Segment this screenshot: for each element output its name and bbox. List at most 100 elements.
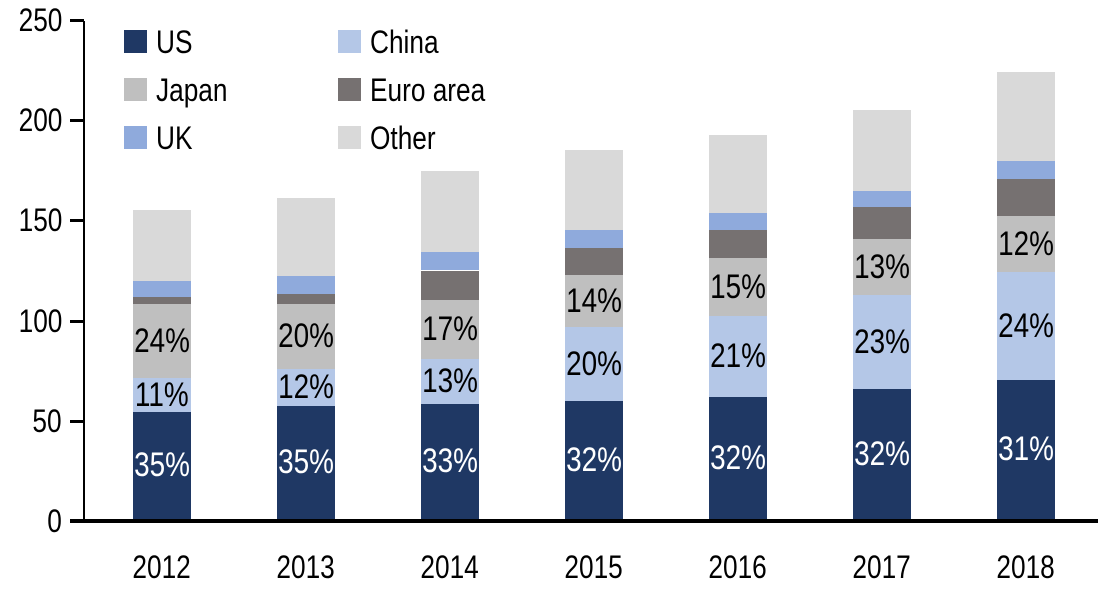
bar-segment-label: 32% — [524, 440, 664, 480]
bar-segment-other — [133, 210, 191, 281]
label-text: 2012 — [132, 549, 192, 585]
bar-segment-other — [709, 135, 767, 214]
bar-segment-label: 31% — [956, 429, 1096, 469]
bar-segment-china — [421, 358, 479, 404]
legend-label: US — [156, 26, 200, 58]
label-text: 2017 — [852, 549, 912, 585]
y-axis-tick — [70, 219, 84, 223]
label-text: US — [156, 24, 193, 60]
bar-segment-japan — [709, 258, 767, 316]
y-axis-tick-label: 250 — [0, 2, 62, 38]
bar-segment-other — [997, 72, 1055, 162]
bar-segment-label: 13% — [380, 361, 520, 401]
y-axis-tick — [70, 119, 84, 123]
legend-label: UK — [156, 122, 200, 154]
bar-segment-label: 20% — [236, 316, 376, 356]
bar-segment-japan — [853, 239, 911, 295]
bar-segment-japan — [997, 216, 1055, 272]
bar-segment-china — [133, 377, 191, 412]
label-text: 12% — [998, 224, 1054, 263]
bar-segment-china — [853, 294, 911, 389]
label-text: 2016 — [708, 549, 768, 585]
label-text: 13% — [422, 362, 478, 401]
y-axis-tick-label: 150 — [0, 202, 62, 238]
label-text: 32% — [854, 434, 910, 473]
label-text: 35% — [134, 446, 190, 485]
label-text: 32% — [710, 438, 766, 477]
x-axis-label-2014: 2014 — [380, 549, 520, 585]
legend-item-china: China — [338, 26, 542, 58]
legend-swatch-icon — [124, 126, 147, 149]
bar-segment-china — [277, 368, 335, 406]
label-text: 200 — [18, 102, 62, 139]
y-axis-tick — [70, 520, 84, 523]
label-text: 0 — [47, 503, 62, 539]
bar-segment-euro-area — [277, 293, 335, 304]
legend-label: Other — [370, 122, 450, 154]
label-text: Japan — [156, 72, 228, 108]
label-text: UK — [156, 120, 193, 156]
x-axis-line — [70, 519, 1098, 523]
bar-segment-label: 17% — [380, 309, 520, 349]
label-text: 17% — [422, 310, 478, 349]
bar-segment-other — [421, 171, 479, 253]
bar-segment-euro-area — [421, 270, 479, 300]
y-axis-tick — [70, 19, 84, 22]
label-text: 15% — [710, 268, 766, 307]
bar-segment-japan — [421, 299, 479, 359]
bar-segment-us — [709, 396, 767, 519]
legend-item-japan: Japan — [124, 74, 328, 106]
label-text: Euro area — [370, 72, 486, 108]
bar-segment-uk — [565, 230, 623, 249]
label-text: 35% — [278, 443, 334, 482]
y-axis-line — [83, 21, 85, 523]
bar-segment-label: 21% — [668, 336, 808, 376]
legend-swatch-icon — [124, 30, 147, 53]
bar-segment-label: 33% — [380, 441, 520, 481]
legend-label: China — [370, 26, 454, 58]
legend-swatch-icon — [338, 78, 361, 101]
bar-segment-us — [997, 379, 1055, 519]
bar-segment-japan — [133, 303, 191, 378]
bar-segment-label: 32% — [668, 438, 808, 478]
label-text: 2015 — [564, 549, 624, 585]
legend-item-us: US — [124, 26, 328, 58]
y-axis-tick — [70, 419, 84, 423]
y-axis-tick-label: 50 — [0, 403, 62, 439]
y-axis-tick-label: 100 — [0, 303, 62, 339]
label-text: 20% — [566, 344, 622, 383]
bar-segment-label: 12% — [236, 367, 376, 407]
x-axis-label-2016: 2016 — [668, 549, 808, 585]
label-text: 13% — [854, 247, 910, 286]
bar-segment-euro-area — [709, 230, 767, 259]
label-text: 2018 — [996, 549, 1056, 585]
bar-segment-label: 35% — [236, 442, 376, 482]
label-text: 100 — [18, 302, 62, 339]
bar-segment-euro-area — [133, 296, 191, 304]
bar-segment-other — [277, 198, 335, 276]
x-axis-label-2015: 2015 — [524, 549, 664, 585]
legend-label: Euro area — [370, 74, 511, 106]
label-text: 12% — [278, 368, 334, 407]
bar-segment-us — [133, 411, 191, 519]
label-text: 32% — [566, 440, 622, 479]
bar-segment-china — [997, 271, 1055, 380]
legend-label: Japan — [156, 74, 243, 106]
legend-swatch-icon — [338, 126, 361, 149]
label-text: 24% — [134, 321, 190, 360]
bar-segment-label: 20% — [524, 344, 664, 384]
bar-segment-label: 24% — [956, 306, 1096, 346]
y-axis-tick-label: 0 — [0, 503, 62, 539]
label-text: 50 — [32, 402, 62, 439]
x-axis-label-2013: 2013 — [236, 549, 376, 585]
bar-segment-uk — [421, 252, 479, 271]
bar-segment-china — [565, 326, 623, 401]
label-text: 2014 — [420, 549, 480, 585]
legend-swatch-icon — [124, 78, 147, 101]
bar-segment-label: 23% — [812, 322, 952, 362]
bar-segment-label: 14% — [524, 281, 664, 321]
bar-segment-label: 35% — [92, 445, 232, 485]
bar-segment-uk — [277, 275, 335, 294]
bar-segment-china — [709, 315, 767, 397]
